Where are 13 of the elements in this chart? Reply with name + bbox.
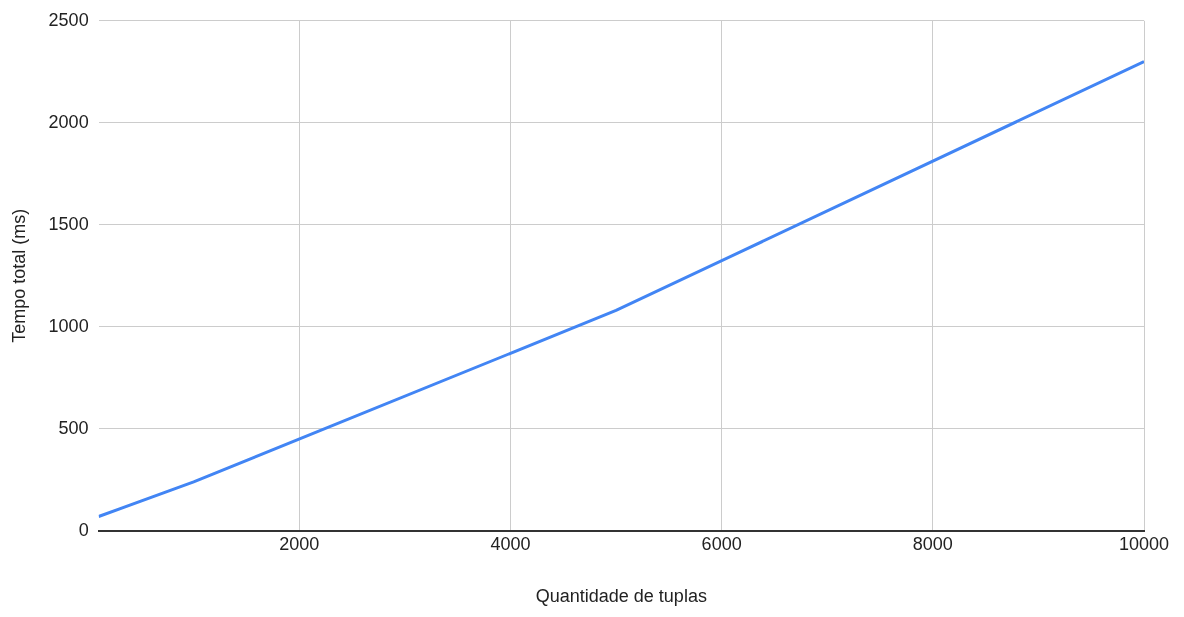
x-tick-label: 4000 bbox=[490, 533, 531, 554]
x-axis-title: Quantidade de tuplas bbox=[535, 586, 707, 607]
y-tick-label: 0 bbox=[78, 519, 89, 540]
y-tick-label: 2500 bbox=[48, 9, 89, 30]
y-tick-label: 500 bbox=[58, 417, 89, 438]
x-tick-label: 6000 bbox=[701, 533, 742, 554]
y-tick-label: 1500 bbox=[48, 213, 89, 234]
x-tick-label: 8000 bbox=[912, 533, 953, 554]
x-tick-label: 10000 bbox=[1118, 533, 1170, 554]
y-tick-label: 2000 bbox=[48, 111, 89, 132]
y-tick-label: 1000 bbox=[48, 315, 89, 336]
x-tick-label: 2000 bbox=[279, 533, 320, 554]
y-axis-title: Tempo total (ms) bbox=[8, 208, 29, 343]
